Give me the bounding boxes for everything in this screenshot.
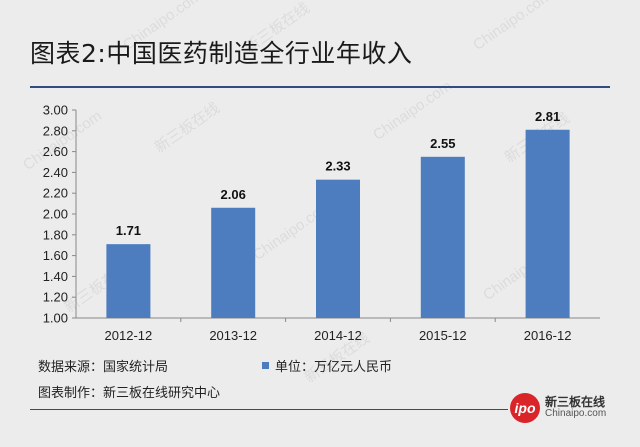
y-tick-label: 2.80 (43, 123, 68, 138)
y-tick-label: 1.80 (43, 227, 68, 242)
chart-maker-note: 图表制作：新三板在线研究中心 (38, 386, 221, 401)
y-tick-label: 2.40 (43, 165, 68, 180)
logo: ipo 新三板在线 Chinaipo.com (510, 393, 606, 423)
y-tick-label: 1.60 (43, 248, 68, 263)
x-tick-label: 2015-12 (419, 328, 467, 343)
bar-value-label: 2.33 (325, 159, 350, 174)
y-tick-label: 2.20 (43, 186, 68, 201)
data-source-note: 数据来源：国家统计局 (38, 360, 169, 375)
y-tick-label: 2.00 (43, 207, 68, 222)
bar (316, 179, 360, 318)
bar-value-label: 2.81 (535, 109, 560, 124)
y-tick-label: 1.20 (43, 290, 68, 305)
legend: 单位：万亿元人民币 (262, 356, 392, 375)
logo-name-en: Chinaipo.com (545, 408, 607, 420)
legend-label: 单位：万亿元人民币 (275, 360, 393, 375)
logo-badge: ipo (510, 393, 540, 423)
y-tick-label: 1.00 (43, 311, 68, 326)
bar-value-label: 1.71 (116, 223, 141, 238)
x-tick-label: 2016-12 (524, 328, 572, 343)
y-tick-label: 1.40 (43, 269, 68, 284)
bar-value-label: 2.06 (221, 187, 246, 202)
logo-name-cn: 新三板在线 (545, 395, 606, 410)
footer-divider (30, 409, 508, 410)
y-axis: 1.00 1.20 1.40 1.60 1.80 2.00 2.20 2.40 2.60 2.80… (43, 103, 77, 326)
x-tick-label: 2014-12 (314, 328, 362, 343)
y-tick-label: 2.60 (43, 144, 68, 159)
title-divider (30, 86, 610, 88)
logo-text: 新三板在线 Chinaipo.com (545, 396, 606, 419)
bar-value-label: 2.55 (430, 136, 455, 151)
chart-title: 图表2:中国医药制造全行业年收入 (30, 39, 413, 68)
bar (106, 244, 151, 318)
bar-series: 1.71 2.06 2.33 2.55 2.81 (106, 109, 570, 318)
y-tick-label: 3.00 (43, 103, 68, 118)
x-tick-label: 2013-12 (209, 328, 257, 343)
x-tick-label: 2012-12 (105, 328, 153, 343)
bar (420, 156, 465, 318)
bar (525, 129, 570, 318)
x-axis: 2012-12 2013-12 2014-12 2015-12 2016-12 (76, 317, 600, 343)
legend-swatch (262, 362, 269, 369)
bar (211, 207, 256, 318)
